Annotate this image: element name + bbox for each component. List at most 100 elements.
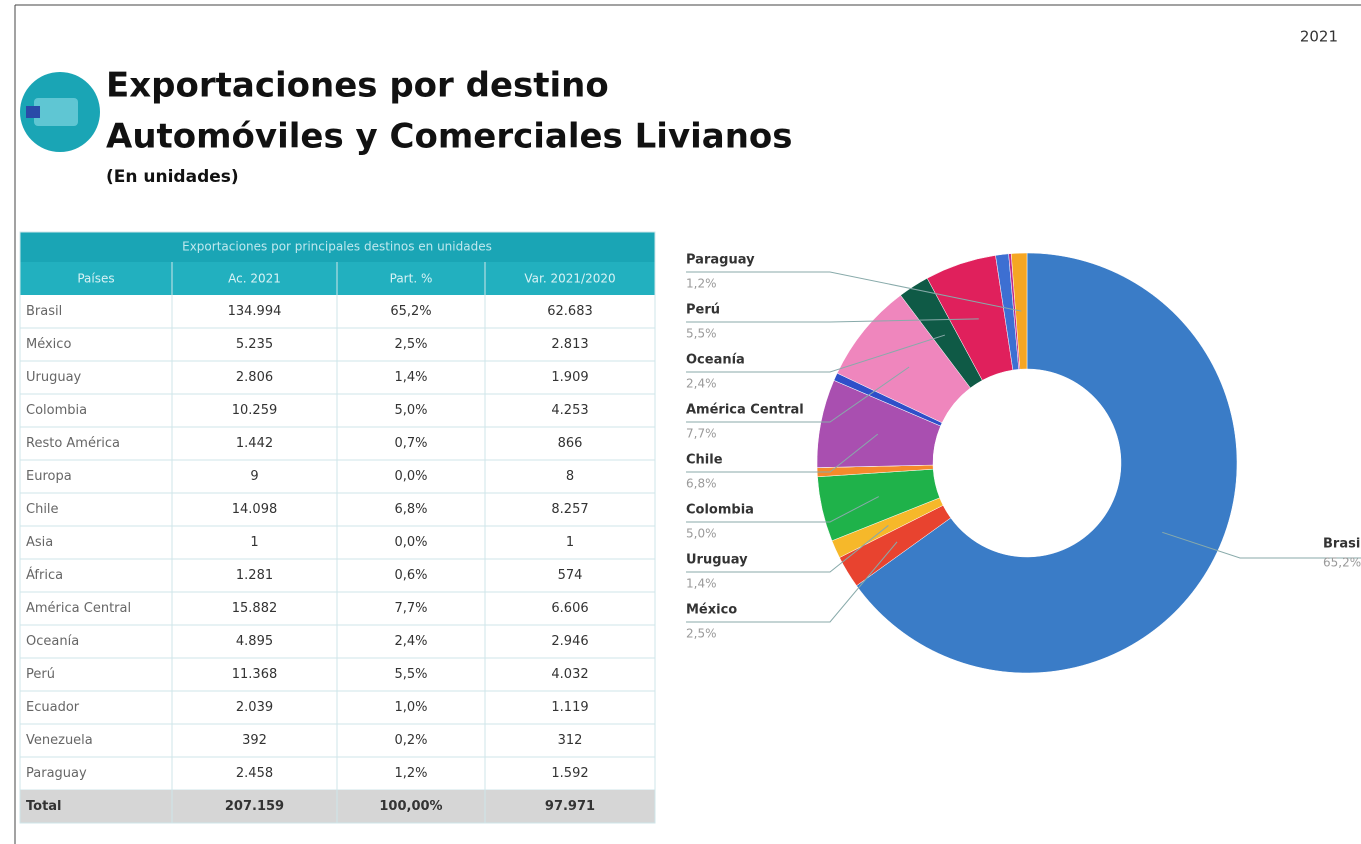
cell: 7,7% <box>394 601 427 616</box>
cell: 1.442 <box>236 436 273 451</box>
cell: México <box>26 337 71 352</box>
slice-label: América Central <box>686 403 804 418</box>
slice-value: 5,0% <box>686 527 717 541</box>
slice-label: Brasil <box>1323 537 1361 552</box>
cell: 6,8% <box>394 502 427 517</box>
cell: 11.368 <box>232 667 278 682</box>
total-cell: 100,00% <box>379 799 442 814</box>
cell: 2,5% <box>394 337 427 352</box>
cell: 9 <box>250 469 258 484</box>
donut-chart: Paraguay 1,2% Perú 5,5% Oceanía 2,4% América C… <box>686 253 1361 674</box>
cell: Europa <box>26 469 72 484</box>
cell: 2.458 <box>236 766 273 781</box>
cell: 574 <box>558 568 583 583</box>
cell: Resto América <box>26 436 120 451</box>
leader-line <box>686 541 898 623</box>
slice-value: 6,8% <box>686 477 717 491</box>
cell: 392 <box>242 733 267 748</box>
total-cell: Total <box>26 799 62 814</box>
cell: 2.946 <box>551 634 588 649</box>
logo-icon <box>26 106 40 118</box>
cell: Perú <box>26 667 55 682</box>
cell: Ecuador <box>26 700 80 715</box>
column-header: Ac. 2021 <box>228 272 281 286</box>
slice-value: 1,2% <box>686 277 717 291</box>
cell: 2,4% <box>394 634 427 649</box>
cell: 5,0% <box>394 403 427 418</box>
total-cell: 97.971 <box>545 799 595 814</box>
leader-line <box>686 366 910 423</box>
cell: 134.994 <box>228 304 282 319</box>
cell: 6.606 <box>551 601 588 616</box>
slice-value: 2,4% <box>686 377 717 391</box>
cell: 1.909 <box>551 370 588 385</box>
slice-label: Perú <box>686 303 720 318</box>
cell: 5.235 <box>236 337 273 352</box>
title: Exportaciones por destino <box>106 66 609 106</box>
cell: 10.259 <box>232 403 278 418</box>
subtitle: (En unidades) <box>106 167 239 187</box>
leader-line <box>686 334 946 373</box>
cell: 5,5% <box>394 667 427 682</box>
leader-line <box>1162 531 1361 559</box>
table-border <box>19 231 656 824</box>
cell: Oceanía <box>26 634 79 649</box>
cell: Chile <box>26 502 59 517</box>
cell: Paraguay <box>26 766 87 781</box>
cell: Colombia <box>26 403 87 418</box>
leader-line <box>686 525 889 573</box>
title: Automóviles y Comerciales Livianos <box>106 117 793 157</box>
column-header: Países <box>77 272 114 286</box>
column-header: Part. % <box>390 272 433 286</box>
cell: 62.683 <box>547 304 593 319</box>
cell: 1 <box>250 535 258 550</box>
slice-label: Uruguay <box>686 553 748 568</box>
slice-value: 65,2% <box>1323 556 1361 570</box>
cell: 0,6% <box>394 568 427 583</box>
table: Exportaciones por principales destinos e… <box>19 231 656 824</box>
cell: 0,0% <box>394 469 427 484</box>
cell: 4.032 <box>551 667 588 682</box>
leader-line <box>686 271 1022 312</box>
cell: 2.806 <box>236 370 273 385</box>
cell: 0,2% <box>394 733 427 748</box>
slice <box>856 252 1238 674</box>
cell: 15.882 <box>232 601 278 616</box>
cell: Uruguay <box>26 370 82 385</box>
cell: América Central <box>26 601 131 616</box>
cell: 14.098 <box>232 502 278 517</box>
cell: África <box>26 567 63 583</box>
leader-line <box>686 496 879 523</box>
slice-label: Paraguay <box>686 253 755 268</box>
leader-line <box>686 433 879 473</box>
cell: 866 <box>558 436 583 451</box>
cell: 4.253 <box>551 403 588 418</box>
cell: 312 <box>558 733 583 748</box>
slice-label: Oceanía <box>686 353 745 368</box>
slice-label: Chile <box>686 453 723 468</box>
cell: 1 <box>566 535 574 550</box>
cell: 8 <box>566 469 574 484</box>
slice-value: 1,4% <box>686 577 717 591</box>
total-cell: 207.159 <box>225 799 284 814</box>
slice-value: 5,5% <box>686 327 717 341</box>
cell: Brasil <box>26 304 62 319</box>
logo-icon <box>34 98 78 126</box>
cell: 1.281 <box>236 568 273 583</box>
column-header: Var. 2021/2020 <box>524 272 615 286</box>
cell: 1.119 <box>551 700 588 715</box>
slice-value: 7,7% <box>686 427 717 441</box>
cell: Venezuela <box>26 733 93 748</box>
cell: 1,4% <box>394 370 427 385</box>
table-caption: Exportaciones por principales destinos e… <box>182 240 492 254</box>
cell: 1.592 <box>551 766 588 781</box>
cell: 4.895 <box>236 634 273 649</box>
cell: 1,0% <box>394 700 427 715</box>
slice-label: México <box>686 603 737 618</box>
cell: 8.257 <box>551 502 588 517</box>
cell: 2.039 <box>236 700 273 715</box>
slice-label: Colombia <box>686 503 754 518</box>
slice-value: 2,5% <box>686 627 717 641</box>
year: 2021 <box>1300 28 1338 46</box>
